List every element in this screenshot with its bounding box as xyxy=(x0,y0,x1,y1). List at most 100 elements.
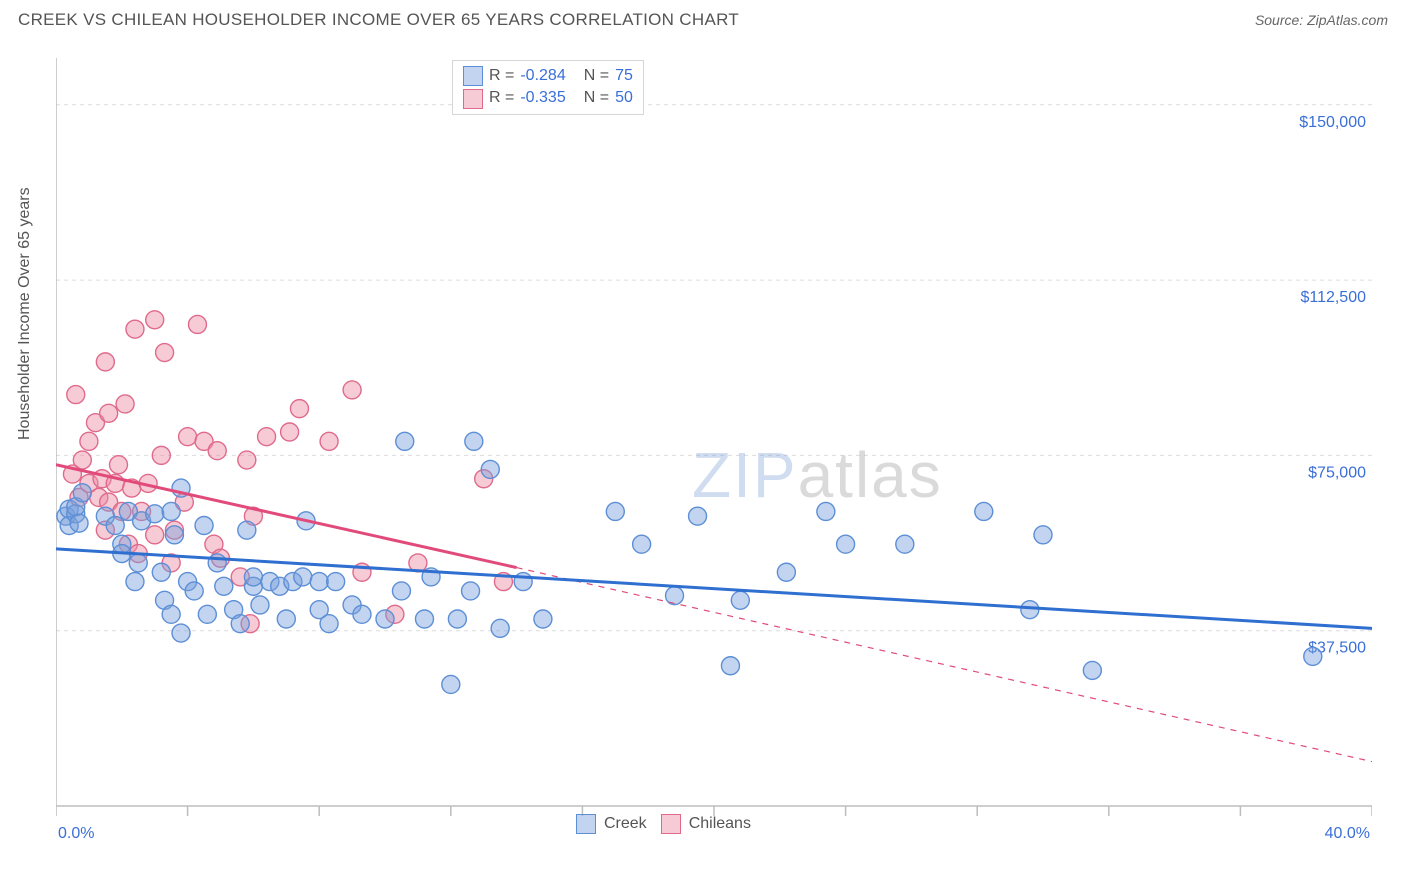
creek-point xyxy=(481,460,499,478)
creek-point xyxy=(817,502,835,520)
creek-point xyxy=(146,505,164,523)
creek-point xyxy=(462,582,480,600)
legend-series-label: Chileans xyxy=(689,815,751,833)
chileans-point xyxy=(116,395,134,413)
chart-source: Source: ZipAtlas.com xyxy=(1255,12,1388,28)
correlation-legend: R = -0.284 N = 75 R = -0.335 N = 50 xyxy=(452,60,644,115)
chileans-point xyxy=(343,381,361,399)
chileans-point xyxy=(238,451,256,469)
chileans-point xyxy=(152,446,170,464)
creek-point xyxy=(195,517,213,535)
chileans-point xyxy=(320,432,338,450)
legend-r-label: R = xyxy=(489,65,514,87)
creek-point xyxy=(415,610,433,628)
creek-point xyxy=(244,568,262,586)
creek-point xyxy=(73,484,91,502)
creek-point xyxy=(277,610,295,628)
creek-point xyxy=(396,432,414,450)
creek-point xyxy=(215,577,233,595)
creek-point xyxy=(129,554,147,572)
creek-point xyxy=(777,563,795,581)
legend-swatch xyxy=(576,814,596,834)
legend-swatch xyxy=(661,814,681,834)
creek-point xyxy=(491,619,509,637)
creek-point xyxy=(1034,526,1052,544)
chileans-point xyxy=(281,423,299,441)
creek-point xyxy=(198,605,216,623)
chileans-point xyxy=(67,386,85,404)
legend-n-value: 75 xyxy=(615,65,633,87)
creek-point xyxy=(251,596,269,614)
legend-correlation-row: R = -0.284 N = 75 xyxy=(463,65,633,87)
chileans-point xyxy=(146,526,164,544)
source-prefix: Source: xyxy=(1255,12,1307,28)
chileans-point xyxy=(258,428,276,446)
creek-point xyxy=(231,615,249,633)
creek-point xyxy=(165,526,183,544)
chart-header: CREEK VS CHILEAN HOUSEHOLDER INCOME OVER… xyxy=(0,0,1406,36)
creek-point xyxy=(442,675,460,693)
creek-point xyxy=(392,582,410,600)
creek-point xyxy=(310,573,328,591)
creek-point xyxy=(689,507,707,525)
x-tick-label: 40.0% xyxy=(1325,825,1370,842)
legend-r-label: R = xyxy=(489,87,514,109)
creek-point xyxy=(1021,601,1039,619)
creek-point xyxy=(837,535,855,553)
legend-n-label: N = xyxy=(584,65,609,87)
chileans-point xyxy=(126,320,144,338)
y-tick-label: $150,000 xyxy=(1299,114,1366,131)
series-legend: Creek Chileans xyxy=(576,814,751,834)
legend-series-item: Creek xyxy=(576,814,647,834)
creek-point xyxy=(975,502,993,520)
chileans-point xyxy=(110,456,128,474)
creek-point xyxy=(327,573,345,591)
creek-point xyxy=(465,432,483,450)
chart-title: CREEK VS CHILEAN HOUSEHOLDER INCOME OVER… xyxy=(18,10,739,30)
y-tick-label: $112,500 xyxy=(1300,289,1366,306)
chart-area: $37,500$75,000$112,500$150,0000.0%40.0% … xyxy=(56,58,1372,806)
chileans-point xyxy=(73,451,91,469)
creek-point xyxy=(106,517,124,535)
creek-point xyxy=(353,605,371,623)
legend-n-value: 50 xyxy=(615,87,633,109)
x-tick-label: 0.0% xyxy=(58,825,94,842)
creek-point xyxy=(633,535,651,553)
creek-point xyxy=(320,615,338,633)
chileans-point xyxy=(96,353,114,371)
creek-point xyxy=(448,610,466,628)
creek-point xyxy=(208,554,226,572)
chileans-point xyxy=(146,311,164,329)
creek-point xyxy=(721,657,739,675)
legend-r-value: -0.284 xyxy=(520,65,565,87)
chileans-point xyxy=(188,315,206,333)
legend-n-label: N = xyxy=(584,87,609,109)
legend-swatch xyxy=(463,89,483,109)
legend-swatch xyxy=(463,66,483,86)
legend-series-label: Creek xyxy=(604,815,647,833)
creek-point xyxy=(606,502,624,520)
chileans-point xyxy=(208,442,226,460)
chileans-point xyxy=(100,404,118,422)
creek-point xyxy=(152,563,170,581)
creek-point xyxy=(731,591,749,609)
creek-point xyxy=(294,568,312,586)
legend-series-item: Chileans xyxy=(661,814,751,834)
creek-point xyxy=(126,573,144,591)
source-name: ZipAtlas.com xyxy=(1307,12,1388,28)
chileans-point xyxy=(80,432,98,450)
y-tick-label: $75,000 xyxy=(1308,464,1366,481)
creek-point xyxy=(1083,661,1101,679)
chileans-point xyxy=(179,428,197,446)
legend-r-value: -0.335 xyxy=(520,87,565,109)
chileans-point xyxy=(156,344,174,362)
creek-point xyxy=(376,610,394,628)
creek-point xyxy=(534,610,552,628)
creek-point xyxy=(238,521,256,539)
creek-point xyxy=(162,502,180,520)
creek-point xyxy=(666,587,684,605)
creek-point xyxy=(185,582,203,600)
creek-point xyxy=(172,624,190,642)
chileans-point xyxy=(290,400,308,418)
scatter-chart-svg: $37,500$75,000$112,500$150,0000.0%40.0% xyxy=(56,58,1372,858)
